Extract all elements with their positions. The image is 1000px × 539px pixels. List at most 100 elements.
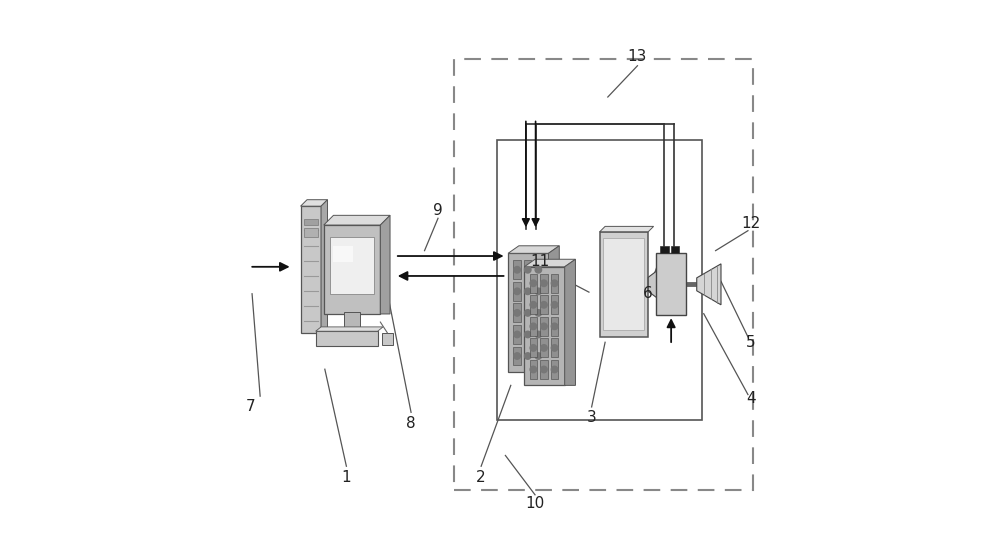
Bar: [324, 225, 380, 314]
Text: 7: 7: [246, 399, 256, 414]
Bar: [600, 232, 648, 337]
Bar: [382, 333, 393, 345]
Circle shape: [525, 288, 531, 294]
Circle shape: [535, 266, 542, 273]
Bar: [513, 347, 521, 365]
Circle shape: [541, 280, 547, 287]
Bar: [497, 140, 702, 420]
Circle shape: [530, 367, 537, 373]
Text: 12: 12: [741, 216, 760, 231]
Bar: [671, 246, 679, 253]
Bar: [524, 260, 531, 279]
Bar: [513, 325, 521, 344]
Polygon shape: [549, 246, 559, 372]
Circle shape: [551, 345, 558, 351]
Circle shape: [514, 353, 520, 359]
Bar: [535, 282, 542, 301]
Bar: [330, 237, 374, 294]
Bar: [551, 295, 558, 314]
Bar: [540, 295, 548, 314]
Text: 9: 9: [433, 203, 443, 218]
Polygon shape: [648, 269, 659, 300]
Polygon shape: [600, 226, 654, 232]
Text: 13: 13: [628, 49, 647, 64]
Bar: [524, 282, 531, 301]
Bar: [524, 303, 531, 322]
Polygon shape: [697, 264, 721, 305]
Bar: [530, 317, 537, 336]
Bar: [513, 260, 521, 279]
Bar: [524, 347, 531, 365]
Text: 3: 3: [587, 410, 597, 425]
Circle shape: [535, 309, 542, 316]
Circle shape: [541, 323, 547, 329]
Bar: [513, 303, 521, 322]
Circle shape: [530, 323, 537, 329]
Bar: [535, 303, 542, 322]
Polygon shape: [324, 215, 390, 225]
Bar: [551, 317, 558, 336]
Circle shape: [530, 345, 537, 351]
Text: 11: 11: [531, 254, 550, 269]
Bar: [333, 246, 353, 261]
Bar: [524, 325, 531, 344]
Bar: [656, 253, 686, 315]
Bar: [535, 325, 542, 344]
Bar: [304, 228, 318, 238]
Bar: [551, 360, 558, 379]
Text: 5: 5: [746, 335, 755, 350]
Circle shape: [535, 353, 542, 359]
Bar: [551, 338, 558, 357]
Bar: [524, 267, 565, 385]
Text: 4: 4: [746, 391, 755, 406]
Circle shape: [514, 309, 520, 316]
Circle shape: [551, 367, 558, 373]
Bar: [513, 282, 521, 301]
Polygon shape: [321, 199, 328, 333]
Circle shape: [514, 331, 520, 337]
Polygon shape: [316, 327, 383, 331]
Bar: [603, 238, 644, 330]
Circle shape: [535, 288, 542, 294]
Bar: [540, 360, 548, 379]
Circle shape: [514, 288, 520, 294]
Bar: [540, 274, 548, 293]
Bar: [530, 295, 537, 314]
Polygon shape: [301, 199, 328, 206]
Text: 1: 1: [342, 469, 351, 485]
Circle shape: [551, 301, 558, 308]
Circle shape: [525, 353, 531, 359]
Bar: [508, 253, 549, 372]
Circle shape: [530, 301, 537, 308]
Circle shape: [551, 280, 558, 287]
Circle shape: [541, 367, 547, 373]
Bar: [304, 219, 318, 225]
Circle shape: [541, 345, 547, 351]
Bar: [535, 347, 542, 365]
Bar: [344, 313, 360, 328]
Polygon shape: [524, 259, 575, 267]
Bar: [301, 206, 321, 333]
Circle shape: [514, 266, 520, 273]
Circle shape: [535, 331, 542, 337]
Bar: [530, 338, 537, 357]
Text: 2: 2: [476, 469, 486, 485]
Bar: [540, 338, 548, 357]
Circle shape: [525, 309, 531, 316]
Circle shape: [525, 266, 531, 273]
Text: 8: 8: [406, 416, 416, 431]
Bar: [530, 274, 537, 293]
Text: 10: 10: [525, 496, 545, 512]
Polygon shape: [380, 215, 390, 314]
Text: 6: 6: [643, 286, 653, 301]
Bar: [454, 59, 753, 490]
Circle shape: [530, 280, 537, 287]
Polygon shape: [565, 259, 575, 385]
Bar: [535, 260, 542, 279]
Bar: [530, 360, 537, 379]
Bar: [540, 317, 548, 336]
Bar: [660, 246, 669, 253]
Polygon shape: [508, 246, 559, 253]
Circle shape: [525, 331, 531, 337]
Circle shape: [551, 323, 558, 329]
